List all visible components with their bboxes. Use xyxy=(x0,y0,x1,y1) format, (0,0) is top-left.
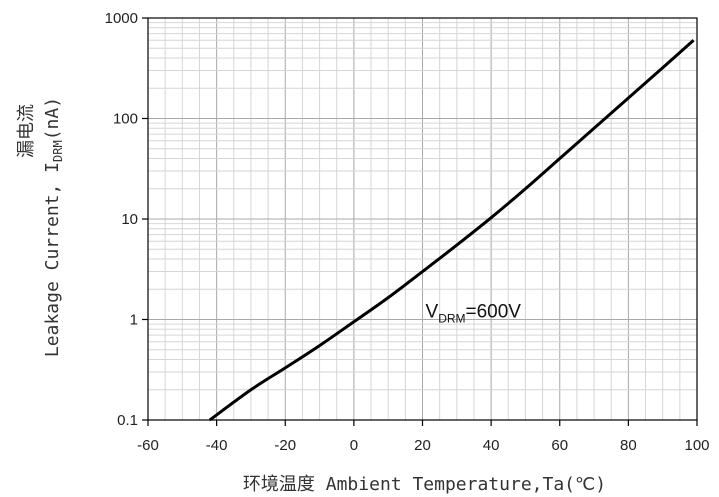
y-axis-title-subscript: DRM xyxy=(51,140,65,162)
y-tick-label: 0.1 xyxy=(117,412,138,429)
vdrm-annotation: VDRM=600V xyxy=(426,302,522,326)
x-tick-label: 100 xyxy=(684,437,709,454)
x-tick-label: 0 xyxy=(350,437,358,454)
y-tick-label: 100 xyxy=(113,111,138,128)
grid xyxy=(147,18,698,421)
y-axis-title: 漏电流 Leakage Current, IDRM(nA) xyxy=(16,97,65,357)
y-axis-title-prefix: Leakage Current, I xyxy=(42,162,63,357)
y-tick-label: 1000 xyxy=(105,10,138,27)
x-tick-label: 40 xyxy=(483,437,500,454)
x-tick-label: 20 xyxy=(414,437,431,454)
y-axis-title-english: Leakage Current, IDRM(nA) xyxy=(42,97,65,357)
y-axis-title-suffix: (nA) xyxy=(42,97,63,140)
x-tick-label: -40 xyxy=(206,437,228,454)
annotation-prefix: V xyxy=(426,302,439,323)
leakage-current-line xyxy=(208,39,695,422)
annotation-subscript: DRM xyxy=(438,312,465,326)
axis-ticks: -60 -40 -20 0 20 40 60 80 100 0.1 1 10 100 1000 xyxy=(105,10,710,454)
x-tick-label: -60 xyxy=(137,437,159,454)
x-tick-label: -20 xyxy=(274,437,296,454)
annotation-suffix: =600V xyxy=(466,302,522,323)
x-tick-label: 60 xyxy=(551,437,568,454)
x-tick-label: 80 xyxy=(620,437,637,454)
y-axis-title-chinese: 漏电流 xyxy=(16,104,37,158)
y-tick-label: 1 xyxy=(130,312,138,329)
x-axis-title: 环境温度 Ambient Temperature,Ta(℃) xyxy=(243,474,606,495)
y-tick-label: 10 xyxy=(121,211,138,228)
